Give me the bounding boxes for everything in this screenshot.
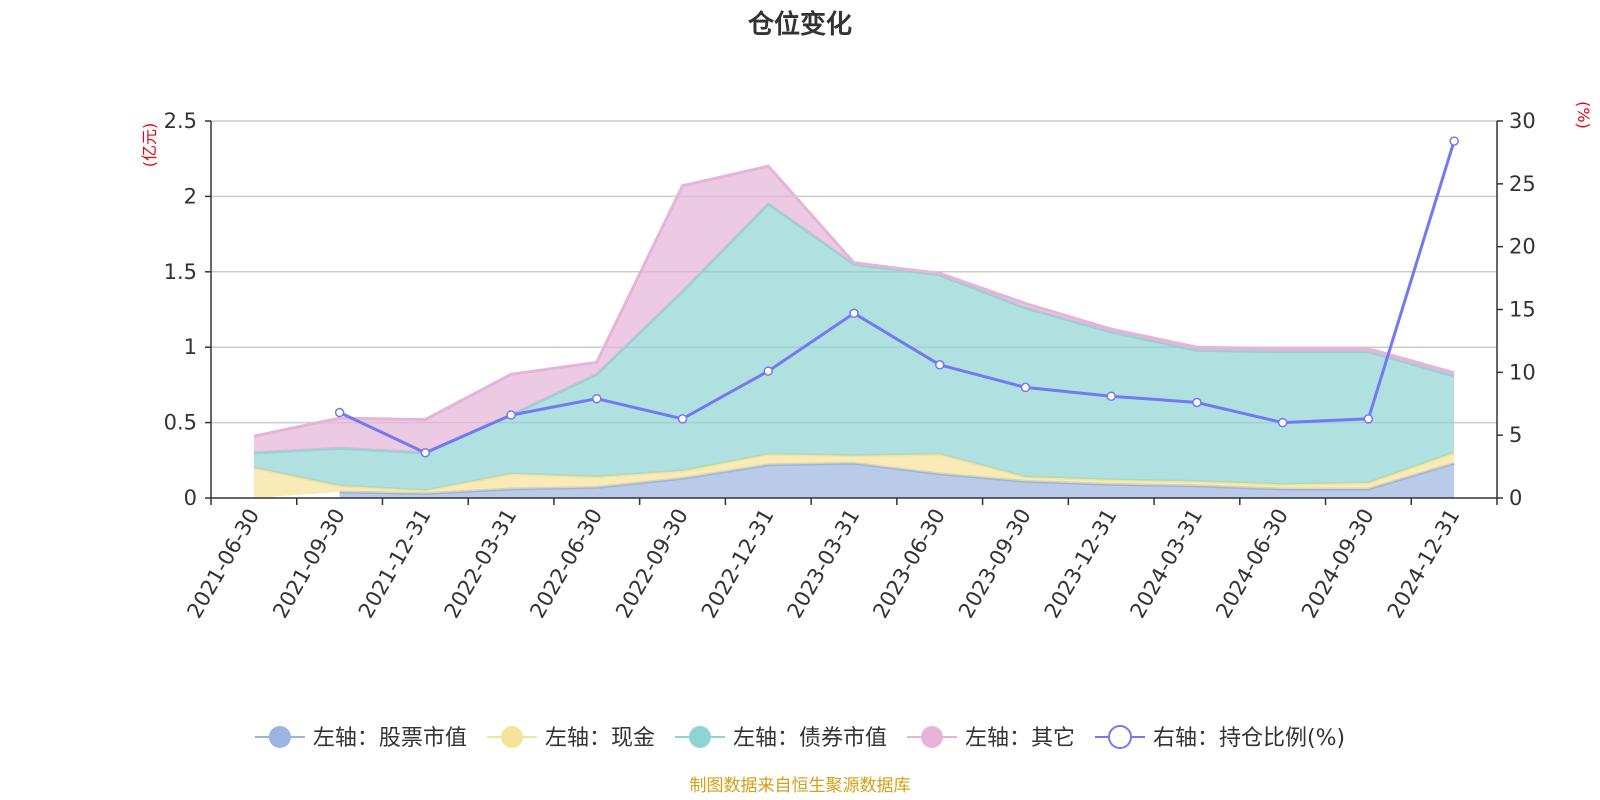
legend-label: 左轴：股票市值 bbox=[313, 726, 467, 751]
area-左轴：债券市值 bbox=[253, 203, 1455, 491]
right-tick-label: 0 bbox=[1509, 486, 1522, 510]
x-tick-label: 2022-06-30 bbox=[525, 505, 607, 623]
left-tick-label: 2 bbox=[184, 184, 197, 208]
x-tick-label: 2022-09-30 bbox=[611, 505, 693, 623]
left-axis-unit: (亿元) bbox=[140, 123, 159, 168]
left-tick-label: 1.5 bbox=[164, 260, 197, 284]
left-tick-label: 1 bbox=[184, 335, 197, 359]
legend-item: 左轴：股票市值 bbox=[254, 726, 467, 751]
left-tick-label: 0 bbox=[184, 486, 197, 510]
legend-circle-icon bbox=[1107, 725, 1132, 749]
x-tick-label: 2023-03-31 bbox=[783, 505, 865, 623]
data-point bbox=[592, 393, 602, 404]
area-左轴：股票市值 bbox=[339, 463, 1455, 498]
x-tick-label: 2023-12-31 bbox=[1040, 505, 1122, 623]
data-point bbox=[1363, 414, 1374, 424]
data-point bbox=[677, 414, 688, 424]
area-series bbox=[253, 164, 1455, 498]
data-point bbox=[763, 366, 774, 376]
area-edge-左轴：股票市值 bbox=[339, 461, 1455, 496]
x-tick-label: 2021-09-30 bbox=[268, 505, 350, 623]
x-tick-label: 2024-09-30 bbox=[1297, 505, 1379, 623]
legend-item: 左轴：其它 bbox=[906, 726, 1075, 751]
data-point bbox=[934, 360, 945, 370]
source-note: 制图数据来自恒生聚源数据库 bbox=[690, 776, 911, 796]
right-tick-label: 15 bbox=[1509, 298, 1536, 322]
legend-label: 右轴：持仓比例(%) bbox=[1153, 726, 1345, 751]
line-右轴：持仓比例(%) bbox=[338, 140, 1456, 455]
data-point bbox=[1192, 397, 1202, 408]
left-tick-label: 2.5 bbox=[164, 109, 197, 133]
legend-label: 左轴：其它 bbox=[965, 726, 1075, 751]
legend-item: 左轴：债券市值 bbox=[674, 726, 887, 751]
x-tick-label: 2021-12-31 bbox=[354, 505, 436, 623]
left-tick-label: 0.5 bbox=[164, 411, 197, 435]
right-tick-label: 20 bbox=[1509, 235, 1536, 259]
data-point bbox=[1277, 417, 1288, 428]
x-tick-label: 2022-03-31 bbox=[440, 505, 522, 623]
legend-label: 左轴：现金 bbox=[545, 726, 655, 751]
data-point bbox=[1020, 382, 1031, 393]
x-tick-label: 2023-06-30 bbox=[868, 505, 950, 623]
legend-circle-icon bbox=[920, 726, 943, 748]
right-tick-label: 5 bbox=[1509, 423, 1522, 447]
right-tick-label: 25 bbox=[1509, 172, 1536, 196]
x-tick-label: 2024-06-30 bbox=[1211, 505, 1293, 623]
x-tick-label: 2024-12-31 bbox=[1383, 505, 1465, 623]
legend-circle-icon bbox=[268, 726, 291, 748]
data-point bbox=[1449, 136, 1459, 146]
data-point bbox=[420, 448, 431, 458]
data-point bbox=[334, 407, 345, 418]
x-tick-label: 2021-06-30 bbox=[182, 505, 264, 623]
legend-item: 右轴：持仓比例(%) bbox=[1094, 725, 1345, 751]
legend-item: 左轴：现金 bbox=[486, 726, 655, 751]
area-左轴：现金 bbox=[253, 452, 1455, 498]
legend-label: 左轴：债券市值 bbox=[733, 726, 887, 751]
data-point bbox=[506, 410, 516, 420]
area-左轴：其它 bbox=[253, 166, 1455, 453]
chart-title: 仓位变化 bbox=[747, 9, 852, 40]
x-tick-label: 2022-12-31 bbox=[697, 505, 779, 623]
data-point bbox=[1106, 391, 1116, 401]
x-tick-label: 2024-03-31 bbox=[1125, 505, 1207, 623]
x-tick-label: 2023-09-30 bbox=[954, 505, 1036, 623]
right-tick-label: 10 bbox=[1509, 360, 1536, 384]
right-axis-unit: (%) bbox=[1574, 101, 1593, 129]
line-series bbox=[334, 136, 1459, 458]
legend-circle-icon bbox=[688, 726, 711, 748]
legend-circle-icon bbox=[500, 726, 523, 748]
data-point bbox=[849, 308, 859, 319]
right-tick-label: 30 bbox=[1509, 109, 1536, 133]
area-edge-左轴：其它 bbox=[253, 164, 1455, 438]
legend: 左轴：股票市值 左轴：现金 左轴：债券市值 左轴：其它 右轴：持仓比例(%) bbox=[254, 725, 1345, 751]
